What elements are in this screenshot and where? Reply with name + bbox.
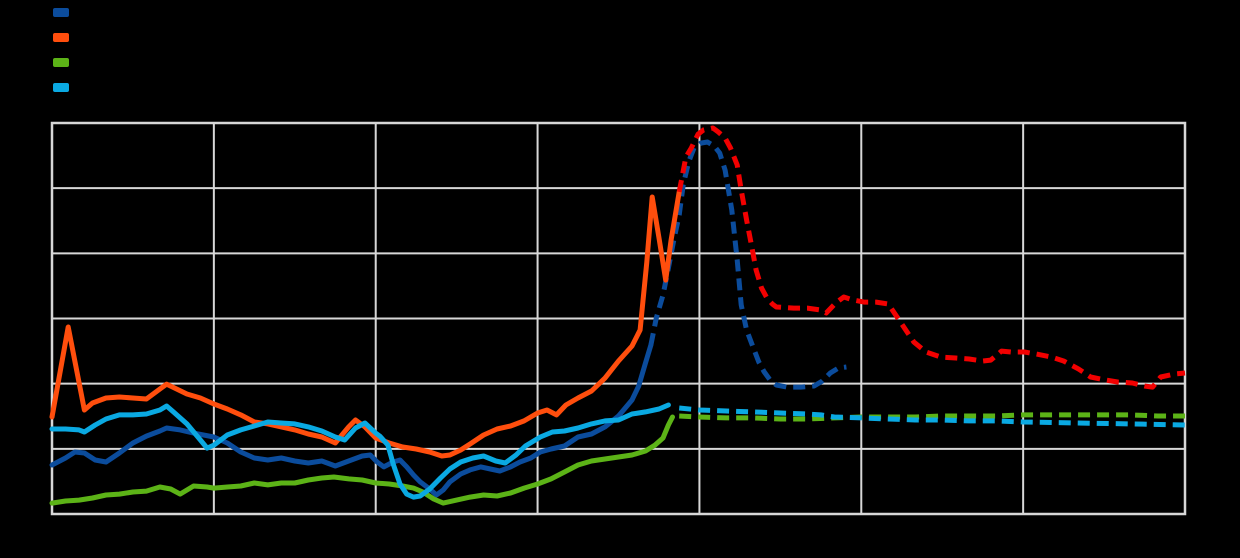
series-green-forecast bbox=[679, 412, 1185, 422]
legend bbox=[0, 0, 300, 100]
series-light-blue-history bbox=[49, 402, 671, 500]
series-light-blue-forecast bbox=[678, 405, 1186, 428]
legend-swatch-light-blue bbox=[53, 83, 69, 92]
legend-swatch-dark-blue bbox=[53, 8, 69, 17]
series-dark-blue-forecast bbox=[648, 139, 847, 390]
legend-item-light-blue bbox=[53, 83, 293, 93]
plot-border bbox=[50, 121, 1187, 516]
series-green-history bbox=[49, 414, 675, 506]
legend-item-dark-blue bbox=[53, 8, 293, 18]
legend-swatch-green bbox=[53, 58, 69, 67]
series-dark-blue-history bbox=[49, 342, 654, 498]
series-red-forecast bbox=[676, 125, 1186, 390]
legend-swatch-orange bbox=[53, 33, 69, 42]
series-orange-history bbox=[49, 189, 682, 459]
legend-item-orange bbox=[53, 33, 293, 43]
legend-item-green bbox=[53, 58, 293, 68]
